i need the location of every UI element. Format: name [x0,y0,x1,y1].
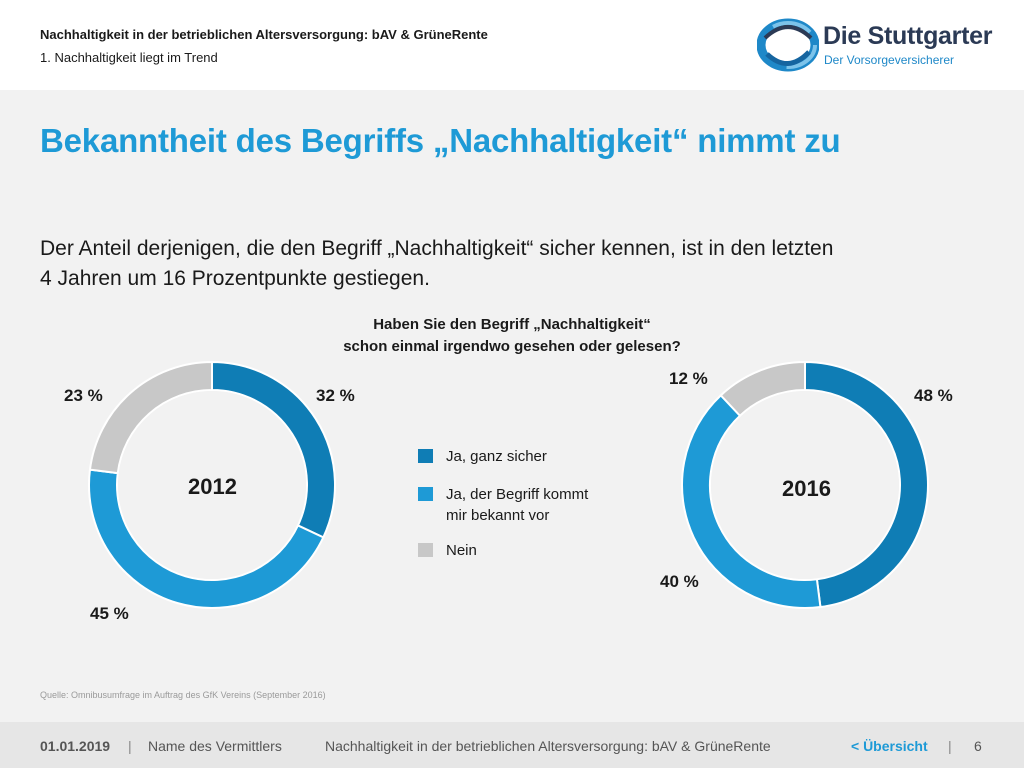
donut-2012-label-nein: 23 % [64,386,103,405]
footer-date: 01.01.2019 [40,738,111,754]
donut-2016-label-ja-sicher: 48 % [914,386,953,405]
legend-label: Nein [446,542,477,559]
donut-chart-2012 [88,360,336,609]
question-line-2: schon einmal irgendwo gesehen oder geles… [343,338,681,355]
company-logo: Die Stuttgarter Der Vorsorgeversicherer [757,18,997,74]
header-subtitle: 1. Nachhaltigkeit liegt im Trend [40,50,218,65]
footer-agent-name: Name des Vermittlers [148,738,282,754]
page-title: Bekanntheit des Begriffs „Nachhaltigkeit… [40,122,841,159]
legend-label-cont: mir bekannt vor [446,507,550,524]
lead-line-2: 4 Jahren um 16 Prozentpunkte gestiegen. [40,267,430,290]
donut-center-label-2016: 2016 [782,476,831,501]
header-title: Nachhaltigkeit in der betrieblichen Alte… [40,27,488,42]
legend-swatch [418,543,433,557]
lead-line-1: Der Anteil derjenigen, die den Begriff „… [40,237,834,260]
slide-footer: 01.01.2019 | Name des Vermittlers Nachha… [0,722,1024,768]
donut-2016-hole [711,391,899,579]
chart-question: Haben Sie den Begriff „Nachhaltigkeit“ s… [300,314,724,358]
slide-header: Nachhaltigkeit in der betrieblichen Alte… [0,0,1024,90]
footer-separator: | [128,738,132,754]
logo-wordmark: Die Stuttgarter [823,22,993,50]
question-line-1: Haben Sie den Begriff „Nachhaltigkeit“ [373,316,651,333]
overview-link[interactable]: < Übersicht [851,738,928,754]
donut-chart-2016 [681,360,929,609]
lead-text: Der Anteil derjenigen, die den Begriff „… [40,234,1000,294]
donut-2016-label-bekannt: 40 % [660,572,699,591]
legend-label: Ja, ganz sicher [446,448,547,465]
legend-label: Ja, der Begriff kommt [446,486,589,503]
logo-tagline: Der Vorsorgeversicherer [824,53,955,67]
donut-2012-hole [118,391,306,579]
slide-body: Bekanntheit des Begriffs „Nachhaltigkeit… [0,90,1024,722]
donut-2016-slice-nein [719,360,806,418]
legend-swatch [418,449,433,463]
donut-2016-label-nein: 12 % [669,369,708,388]
page-number: 6 [974,738,982,754]
source-note: Quelle: Omnibusumfrage im Auftrag des Gf… [40,690,326,700]
donut-center-label-2012: 2012 [188,474,237,499]
donut-2012-label-bekannt: 45 % [90,604,129,623]
donut-2012-slice-nein [88,360,213,475]
footer-separator: | [948,738,952,754]
footer-doc-title: Nachhaltigkeit in der betrieblichen Alte… [325,738,771,754]
legend-swatch [418,487,433,501]
logo-emblem-icon [757,18,819,72]
donut-2016-slice-ja-sicher [804,360,929,609]
donut-2012-label-ja-sicher: 32 % [316,386,355,405]
